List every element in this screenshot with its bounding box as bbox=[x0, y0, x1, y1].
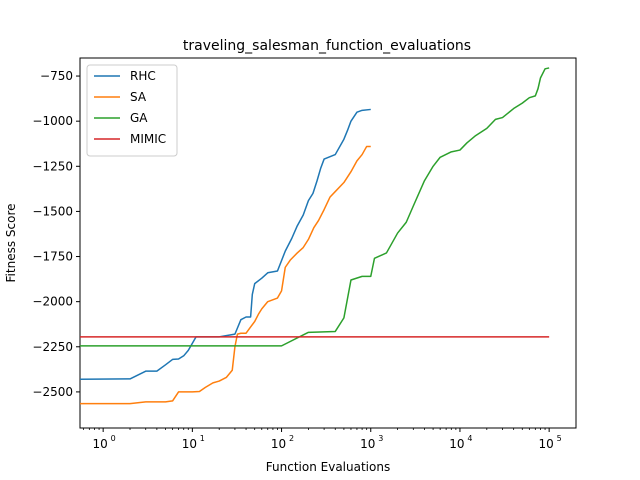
y-tick-label: −1000 bbox=[32, 114, 73, 128]
x-tick-exponent: 5 bbox=[557, 434, 562, 443]
y-tick-label: −750 bbox=[40, 69, 73, 83]
legend: RHC SA GA MIMIC bbox=[86, 64, 178, 157]
y-tick-label: −2500 bbox=[32, 385, 73, 399]
x-tick-exponent: 4 bbox=[467, 434, 472, 443]
plot-frame bbox=[79, 57, 577, 429]
legend-label: GA bbox=[130, 111, 148, 125]
x-tick-label: 10 bbox=[271, 437, 286, 451]
legend-label: SA bbox=[130, 90, 147, 104]
y-axis-label: Fitness Score bbox=[4, 204, 18, 283]
chart-title: traveling_salesman_function_evaluations bbox=[183, 38, 471, 54]
x-tick-label: 10 bbox=[360, 437, 375, 451]
y-tick-label: −2250 bbox=[32, 340, 73, 354]
legend-label: RHC bbox=[130, 69, 156, 83]
x-tick-label: 10 bbox=[182, 437, 197, 451]
series-line-sa bbox=[80, 145, 371, 405]
x-tick-label: 10 bbox=[93, 437, 108, 451]
x-tick-label: 10 bbox=[449, 437, 464, 451]
x-axis-ticks: 10 0 10 1 10 2 10 3 10 4 10 5 bbox=[82, 428, 562, 451]
y-axis-ticks: −750 −1000 −1250 −1500 −1750 −2000 −2250 −2500 bbox=[32, 69, 80, 399]
x-tick-exponent: 3 bbox=[378, 434, 383, 443]
x-tick-exponent: 2 bbox=[289, 434, 294, 443]
legend-label: MIMIC bbox=[130, 132, 166, 146]
legend-box bbox=[86, 64, 178, 157]
series-line-rhc bbox=[80, 108, 371, 380]
y-tick-label: −2000 bbox=[32, 295, 73, 309]
x-tick-label: 10 bbox=[539, 437, 554, 451]
x-axis-label: Function Evaluations bbox=[266, 460, 390, 474]
y-tick-label: −1500 bbox=[32, 204, 73, 218]
series-line-ga bbox=[80, 67, 550, 347]
x-tick-exponent: 1 bbox=[200, 434, 205, 443]
y-tick-label: −1750 bbox=[32, 250, 73, 264]
series-layer bbox=[80, 67, 550, 405]
y-tick-label: −1250 bbox=[32, 159, 73, 173]
x-tick-exponent: 0 bbox=[111, 434, 116, 443]
